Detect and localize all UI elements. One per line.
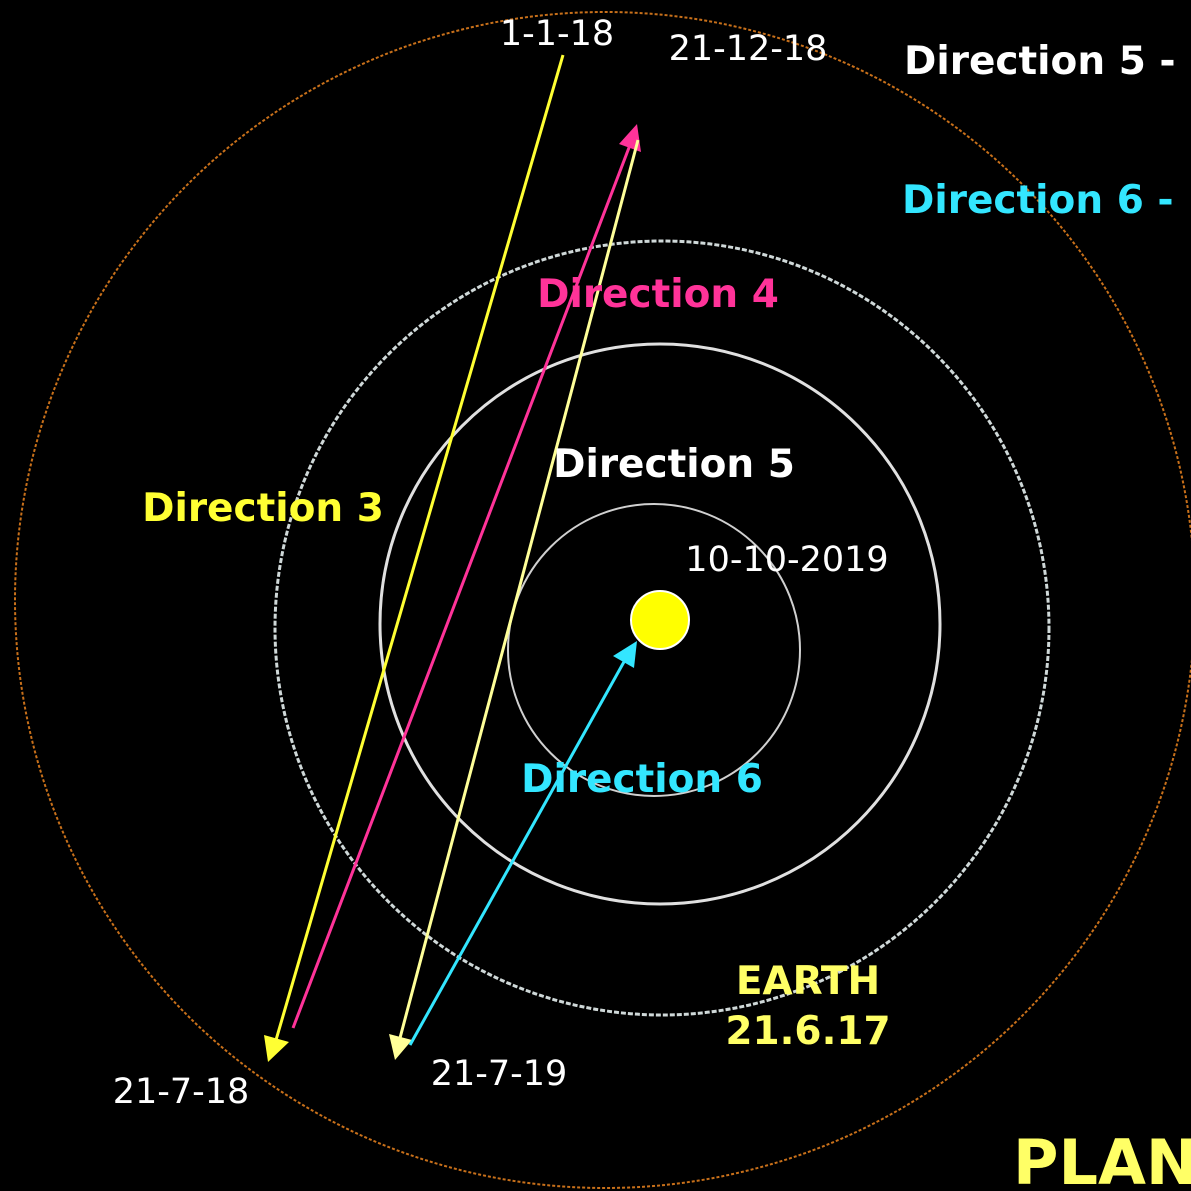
- arrow-direction-6: [408, 659, 627, 1046]
- orbit-ring: [507, 503, 801, 797]
- orbit-ring: [273, 239, 1051, 1017]
- arrow-direction-5: [398, 139, 640, 1039]
- date-label: 21-7-18: [113, 1072, 250, 1112]
- earth-label: EARTH: [736, 959, 880, 1004]
- date-label: 21-12-18: [669, 29, 828, 69]
- arrows: [264, 54, 641, 1062]
- date-label: 21-7-19: [431, 1054, 568, 1094]
- direction-label: Direction 6: [521, 757, 763, 802]
- earth-date: 21.6.17: [725, 1009, 890, 1054]
- arrowhead: [613, 641, 637, 668]
- legend-label: Direction 5 -: [904, 39, 1176, 84]
- legend-label: Direction 6 -: [902, 178, 1174, 223]
- arrowhead: [389, 1034, 412, 1060]
- direction-label: Direction 3: [142, 486, 384, 531]
- arrow-direction-3: [274, 54, 565, 1041]
- direction-label: Direction 4: [537, 272, 779, 317]
- direction-label: Direction 5: [553, 442, 795, 487]
- date-label: 10-10-2019: [685, 540, 888, 580]
- orbit-ring: [378, 342, 942, 906]
- arrow-direction-4: [291, 144, 632, 1029]
- plan-label: PLAN: [1013, 1126, 1191, 1191]
- outer-orbit: [14, 11, 1191, 1189]
- arrowhead: [264, 1035, 289, 1062]
- date-label: 1-1-18: [500, 14, 614, 54]
- sun: [630, 590, 690, 650]
